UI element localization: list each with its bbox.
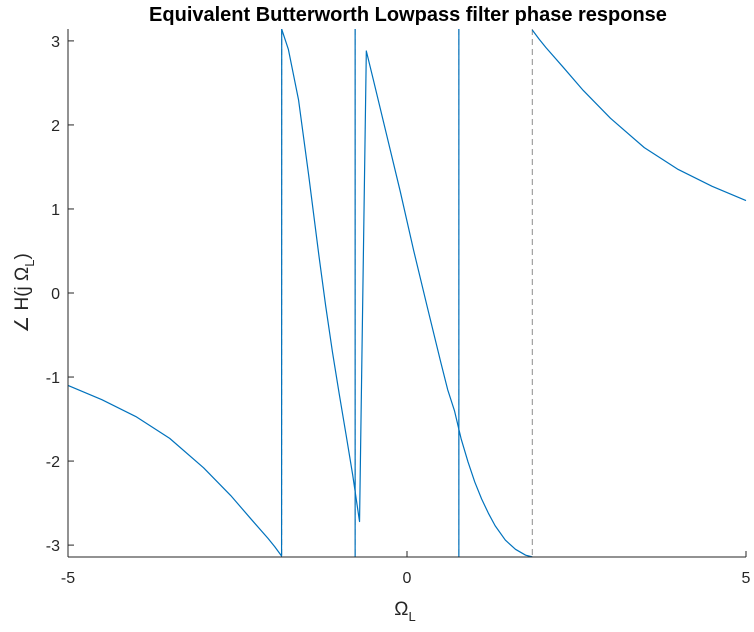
y-tick-label: 2 — [51, 118, 60, 135]
x-axis-label-text: ΩL — [394, 599, 415, 624]
tick-marks: -5 0 5 -3 -2 -1 0 1 2 3 — [46, 34, 751, 587]
x-tick-label: -5 — [61, 570, 75, 587]
y-tick-label: -1 — [46, 370, 60, 387]
y-tick-label: 0 — [51, 286, 60, 303]
y-axis-label: ∠ H(j ΩL) — [12, 253, 37, 333]
x-tick-label: 0 — [403, 570, 412, 587]
x-tick-label: 5 — [742, 570, 751, 587]
axes-frame — [67, 29, 746, 558]
y-tick-label: -3 — [46, 538, 60, 555]
y-tick-label: 1 — [51, 202, 60, 219]
phase-curve-2 — [281, 28, 533, 558]
chart-title: Equivalent Butterworth Lowpass filter ph… — [149, 4, 667, 26]
phase-curve-3 — [531, 29, 747, 202]
y-tick-label: -2 — [46, 454, 60, 471]
phase-curve-1 — [67, 29, 283, 557]
y-axis-label-text: ∠ H(j ΩL) — [12, 253, 37, 333]
x-axis-label: ΩL — [394, 599, 415, 624]
y-tick-label: 3 — [51, 34, 60, 51]
plot-area — [67, 28, 747, 558]
